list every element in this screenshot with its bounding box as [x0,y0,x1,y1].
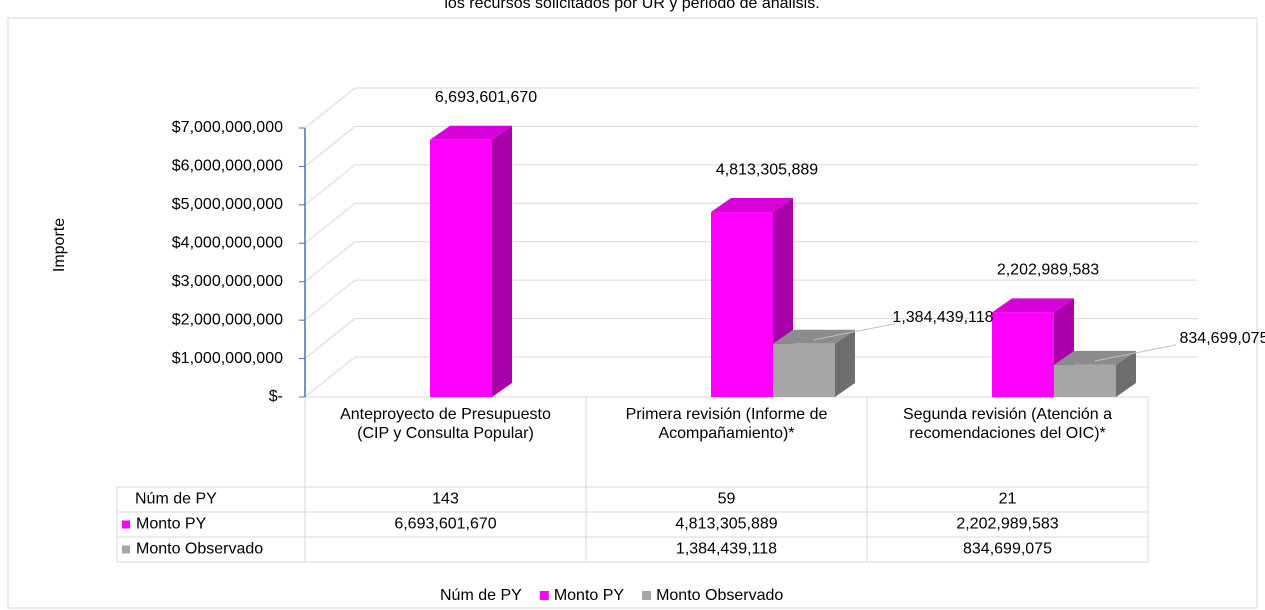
table-cell: 834,699,075 [963,541,1052,558]
x-tick-label: Anteproyecto de Presupuesto (CIP y Consu… [340,406,551,442]
chart-frame [7,17,1258,609]
table-cell: 1,384,439,118 [676,541,777,558]
legend-label: Monto PY [554,587,625,604]
grid-line [304,202,356,244]
x-tick-label: Segunda revisión (Atención a recomendaci… [902,406,1113,442]
bar [1054,364,1116,397]
y-tick-label: $- [269,388,283,405]
data-label: 1,384,439,118 [892,309,993,326]
bar-side [492,125,512,398]
table-cell: 2,202,989,583 [956,516,1058,533]
table-cell: 4,813,305,889 [675,516,777,533]
bar-top [992,298,1074,313]
legend-label: Núm de PY [440,587,522,604]
bar-top [430,125,512,140]
chart-title: los recursos solicitados por UR y period… [444,0,819,12]
y-tick-label: $7,000,000,000 [172,119,283,136]
data-label: 6,693,601,670 [435,89,537,106]
grid-line [304,279,356,321]
table-cell: 21 [999,491,1017,508]
category-cell: Segunda revisión (Atención a recomendaci… [902,406,1113,442]
x-tick-label: Primera revisión (Informe de Acompañamie… [625,406,828,442]
data-label: 4,813,305,889 [716,161,818,178]
grid-line [304,241,356,283]
bar-top [1054,350,1136,365]
y-tick-label: $4,000,000,000 [172,235,283,252]
row-label: Núm de PY [135,491,217,508]
category-cell: Anteproyecto de Presupuesto (CIP y Consu… [340,406,551,442]
legend-marker [122,520,130,529]
legend-marker [539,591,549,600]
y-axis-label: Importe [51,218,68,272]
grid-line [304,87,356,129]
row-label: Monto Observado [136,541,263,558]
legend-marker [122,545,130,554]
legend-marker [642,591,652,600]
y-tick-label: $5,000,000,000 [172,196,283,213]
row-label: Monto PY [136,516,207,533]
grid-line [304,126,356,167]
bar-top [773,329,855,344]
grid-line [304,356,356,398]
y-tick-label: $2,000,000,000 [172,311,283,328]
grid-line [304,318,356,359]
bar-top [711,198,793,213]
table-cell: 143 [432,491,459,508]
bar-side [835,329,855,397]
y-tick-label: $6,000,000,000 [172,158,283,175]
bar [430,139,492,397]
leader-line [813,323,896,341]
data-label: 834,699,075 [1180,330,1265,347]
bar [711,212,773,397]
grid-line [304,164,356,206]
y-tick-label: $1,000,000,000 [172,350,283,367]
legend-label: Monto Observado [656,587,783,604]
category-cell: Primera revisión (Informe de Acompañamie… [625,406,828,442]
table-cell: 6,693,601,670 [394,516,496,533]
leader-line [1094,344,1177,362]
bar [773,343,835,397]
bar [992,312,1054,397]
table-cell: 59 [718,491,736,508]
data-label: 2,202,989,583 [997,262,1099,279]
bar-side [1116,350,1136,397]
y-tick-label: $3,000,000,000 [172,273,283,290]
